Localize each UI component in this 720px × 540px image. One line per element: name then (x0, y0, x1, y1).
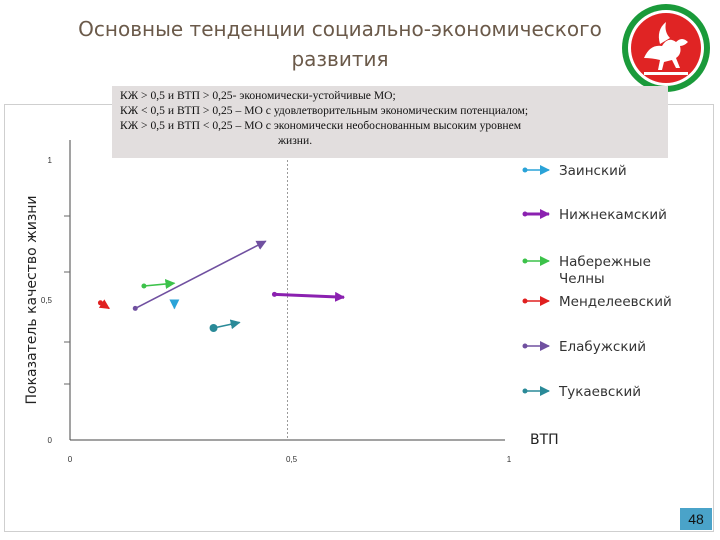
series-start-point-5 (209, 324, 218, 332)
coat-of-arms-icon (622, 4, 710, 92)
page-number: 48 (680, 508, 712, 530)
series-start-point-1 (271, 291, 277, 297)
x-axis-label: ВТП (530, 432, 559, 448)
emblem-figure (644, 39, 688, 70)
emblem-wing (658, 22, 670, 44)
emblem-base (644, 72, 688, 75)
note-line-3: КЖ > 0,5 и ВТП < 0,25 – МО с экономическ… (120, 119, 522, 132)
x-tick-label-1: 0,5 (286, 455, 298, 464)
series-line-2 (143, 279, 176, 290)
legend-label-2: Набережные Челны (559, 254, 651, 287)
title-line-2: развития (291, 47, 389, 71)
y-axis-label: Показатель качество жизни (24, 195, 40, 404)
legend-label-4: Елабужский (559, 339, 646, 355)
y-tick-label-2: 1 (48, 156, 53, 165)
note-line-4: жизни. (278, 134, 313, 147)
y-tick-label-0: 0 (48, 436, 53, 445)
legend-label-1: Нижнекамский (559, 207, 667, 223)
legend-point-0 (522, 167, 528, 173)
criteria-note: КЖ > 0,5 и ВТП > 0,25- экономически-усто… (112, 86, 668, 158)
series-line-1 (274, 291, 346, 302)
legend-label-3: Менделеевский (559, 294, 672, 310)
series-line-5 (213, 319, 241, 330)
series-start-point-0 (171, 300, 177, 306)
title-line-1: Основные тенденции социально-экономическ… (78, 17, 602, 41)
note-line-2: КЖ < 0,5 и ВТП > 0,25 – МО с удовлетвори… (120, 104, 529, 117)
legend-point-1 (522, 211, 528, 217)
x-tick-label-0: 0 (68, 455, 73, 464)
legend-label-5: Тукаевский (558, 384, 641, 400)
slide-title: Основные тенденции социально-экономическ… (40, 14, 640, 74)
series-start-point-4 (132, 305, 138, 311)
legend-point-5 (522, 388, 528, 394)
legend-point-2 (522, 258, 528, 264)
note-line-1: КЖ > 0,5 и ВТП > 0,25- экономически-усто… (120, 89, 396, 102)
series-start-point-2 (141, 283, 147, 289)
x-tick-label-2: 1 (507, 455, 512, 464)
y-tick-label-1: 0,5 (41, 296, 53, 305)
legend-point-4 (522, 343, 528, 349)
legend-label-0: Заинский (559, 163, 627, 179)
series-start-point-3 (97, 300, 103, 306)
series-line-4 (134, 240, 267, 310)
legend-point-3 (522, 298, 528, 304)
